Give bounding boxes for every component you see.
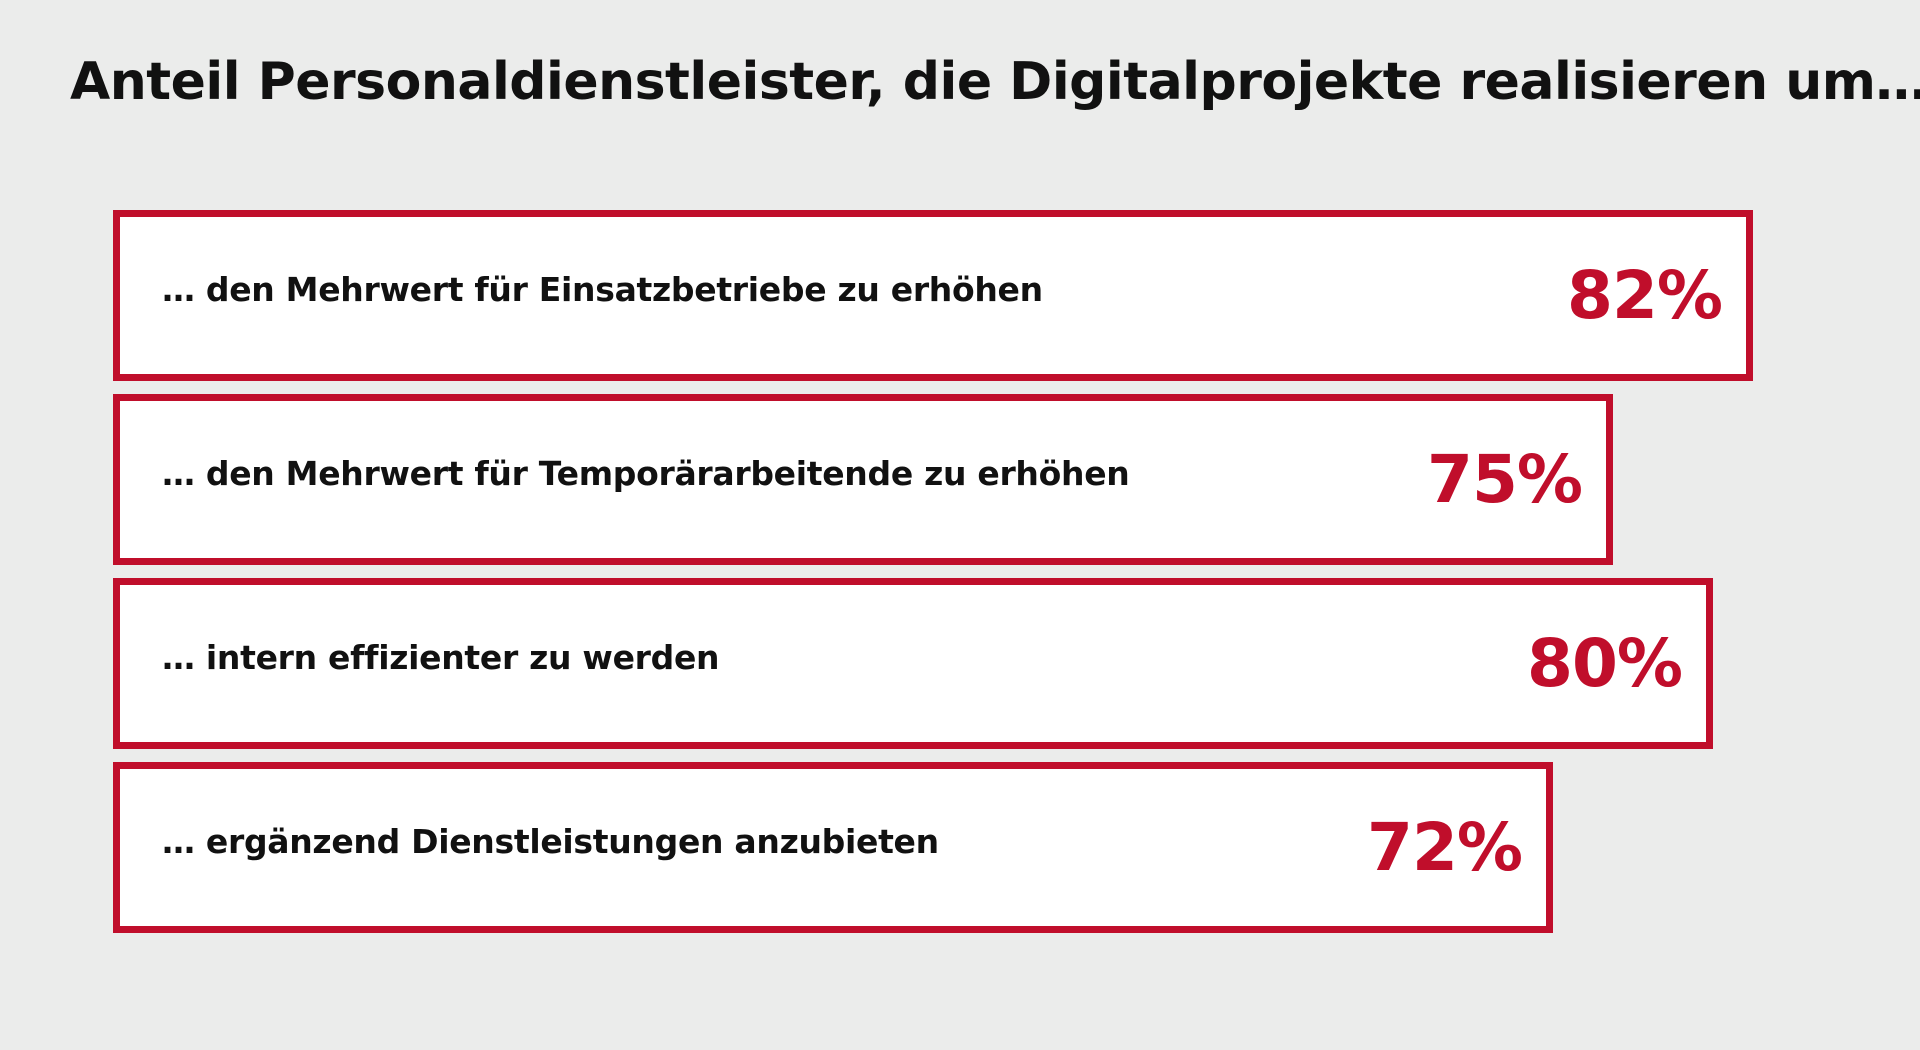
- bar-label: … den Mehrwert für Temporärarbeitende zu…: [162, 454, 1130, 493]
- bar: … den Mehrwert für Temporärarbeitende zu…: [113, 394, 1613, 565]
- bar-value-label: 72%: [1367, 809, 1523, 886]
- bar: … den Mehrwert für Einsatzbetriebe zu er…: [113, 210, 1753, 381]
- bar-label: … ergänzend Dienstleistungen anzubieten: [162, 822, 939, 861]
- bar-label: … den Mehrwert für Einsatzbetriebe zu er…: [162, 270, 1043, 309]
- bar-value-label: 80%: [1527, 625, 1683, 702]
- bar: … intern effizienter zu werden 80%: [113, 578, 1713, 749]
- bar-label: … intern effizienter zu werden: [162, 638, 720, 677]
- bar: … ergänzend Dienstleistungen anzubieten 7…: [113, 762, 1553, 933]
- chart-title: Anteil Personaldienstleister, die Digita…: [70, 52, 1920, 112]
- bar-value-label: 82%: [1567, 257, 1723, 334]
- bar-value-label: 75%: [1427, 441, 1583, 518]
